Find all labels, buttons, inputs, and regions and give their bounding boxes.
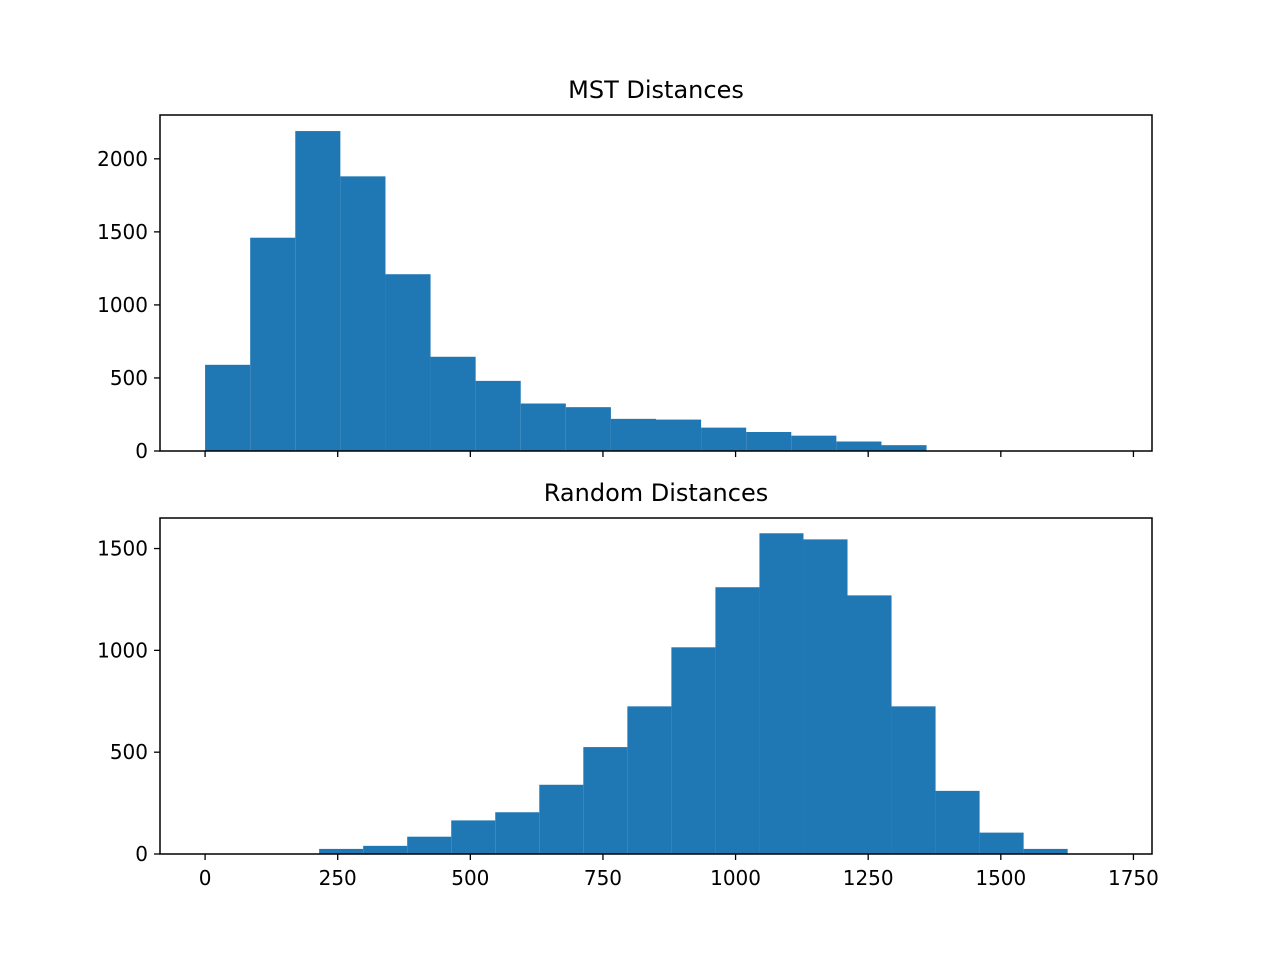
mst-y-tick-label-2: 1000 <box>97 293 148 317</box>
mst-bar-7 <box>520 403 566 451</box>
random-bar-16 <box>1023 848 1068 854</box>
random-bar-2 <box>407 836 452 854</box>
mst-bar-14 <box>836 441 882 451</box>
mst-bars <box>205 131 927 452</box>
random-bar-10 <box>759 533 804 854</box>
random-y-tick-label-2: 1000 <box>97 638 148 662</box>
random-x-tick-label-7: 1750 <box>1108 866 1159 890</box>
random-bar-11 <box>803 539 848 854</box>
random-distances-panel: Random Distances 0 500 1000 1500 0 250 500 750… <box>97 479 1159 890</box>
mst-bar-4 <box>385 274 431 451</box>
mst-bar-15 <box>881 445 927 451</box>
mst-y-tick-label-3: 1500 <box>97 220 148 244</box>
mst-bar-8 <box>565 407 611 451</box>
random-bar-8 <box>671 647 716 854</box>
random-bar-15 <box>979 832 1024 854</box>
mst-bar-10 <box>656 419 702 451</box>
random-bar-12 <box>847 595 892 854</box>
mst-bar-9 <box>610 418 656 451</box>
mst-bar-3 <box>340 176 386 452</box>
random-x-tick-label-1: 250 <box>319 866 357 890</box>
random-y-tick-label-1: 500 <box>110 740 148 764</box>
mst-x-axis <box>204 451 1135 457</box>
random-bar-9 <box>715 587 760 854</box>
random-x-tick-label-0: 0 <box>199 866 212 890</box>
mst-bar-12 <box>746 432 792 451</box>
mst-distances-title: MST Distances <box>568 76 744 104</box>
random-bar-6 <box>583 747 628 854</box>
random-bar-3 <box>451 820 496 854</box>
mst-bar-13 <box>791 435 837 451</box>
random-x-tick-label-4: 1000 <box>710 866 761 890</box>
mst-bar-2 <box>295 131 341 451</box>
random-bar-1 <box>363 845 408 854</box>
mst-bar-5 <box>430 356 476 451</box>
mst-bar-1 <box>250 237 296 451</box>
random-bars <box>319 533 1068 854</box>
mst-distances-panel: MST Distances 0 500 1000 1500 2000 <box>97 76 1153 463</box>
random-y-tick-label-0: 0 <box>135 842 148 866</box>
random-bar-7 <box>627 706 672 854</box>
random-x-axis: 0 250 500 750 1000 1250 1500 1750 <box>199 854 1159 890</box>
random-plot-frame <box>159 517 1153 855</box>
random-x-tick-label-6: 1500 <box>975 866 1026 890</box>
random-y-axis: 0 500 1000 1500 <box>97 537 160 866</box>
mst-y-tick-label-0: 0 <box>135 439 148 463</box>
random-y-tick-label-3: 1500 <box>97 537 148 561</box>
mst-y-tick-label-1: 500 <box>110 366 148 390</box>
random-bar-13 <box>891 706 936 854</box>
mst-bar-0 <box>205 364 251 451</box>
mst-plot-frame <box>159 114 1153 452</box>
mst-bar-11 <box>701 427 747 451</box>
mst-bar-6 <box>475 380 521 451</box>
mst-y-tick-label-4: 2000 <box>97 147 148 171</box>
random-x-tick-label-2: 500 <box>451 866 489 890</box>
random-bar-14 <box>935 790 980 854</box>
random-bar-5 <box>539 784 584 854</box>
mst-y-axis: 0 500 1000 1500 2000 <box>97 147 160 463</box>
random-x-tick-label-3: 750 <box>584 866 622 890</box>
random-distances-title: Random Distances <box>544 479 768 507</box>
random-bar-0 <box>319 848 364 854</box>
random-bar-4 <box>495 812 540 854</box>
random-x-tick-label-5: 1250 <box>843 866 894 890</box>
